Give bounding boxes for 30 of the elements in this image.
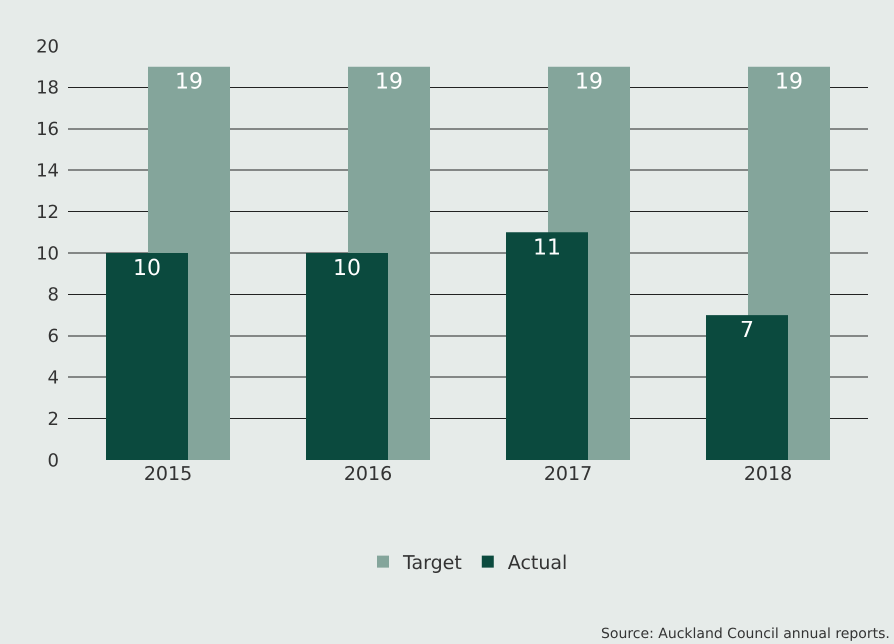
legend-label: Target xyxy=(402,552,462,574)
legend-label: Actual xyxy=(508,552,568,574)
x-tick-label: 2017 xyxy=(544,463,592,485)
bar xyxy=(506,232,588,460)
y-tick-label: 20 xyxy=(36,36,59,58)
y-tick-label: 8 xyxy=(48,284,59,306)
y-tick-label: 12 xyxy=(36,202,59,223)
y-tick-label: 0 xyxy=(48,450,59,472)
y-tick-label: 14 xyxy=(36,160,59,182)
y-tick-label: 10 xyxy=(36,243,59,264)
y-tick-label: 16 xyxy=(36,119,59,140)
y-tick-label: 2 xyxy=(48,408,59,430)
x-tick-label: 2018 xyxy=(744,463,792,485)
data-label: 10 xyxy=(333,256,361,281)
y-tick-label: 18 xyxy=(36,78,59,99)
bar xyxy=(106,253,188,460)
data-label: 19 xyxy=(575,70,603,95)
y-tick-label: 6 xyxy=(48,326,59,348)
x-tick-label: 2015 xyxy=(144,463,192,485)
bar xyxy=(306,253,388,460)
data-label: 10 xyxy=(133,256,161,281)
bar xyxy=(706,315,788,460)
data-label: 7 xyxy=(740,318,754,344)
data-label: 19 xyxy=(375,70,403,95)
data-label: 19 xyxy=(175,70,203,95)
data-label: 19 xyxy=(775,70,803,95)
source-note: Source: Auckland Council annual reports. xyxy=(601,626,890,642)
x-tick-label: 2016 xyxy=(344,463,392,485)
data-label: 11 xyxy=(533,235,561,260)
y-tick-label: 4 xyxy=(48,368,59,388)
